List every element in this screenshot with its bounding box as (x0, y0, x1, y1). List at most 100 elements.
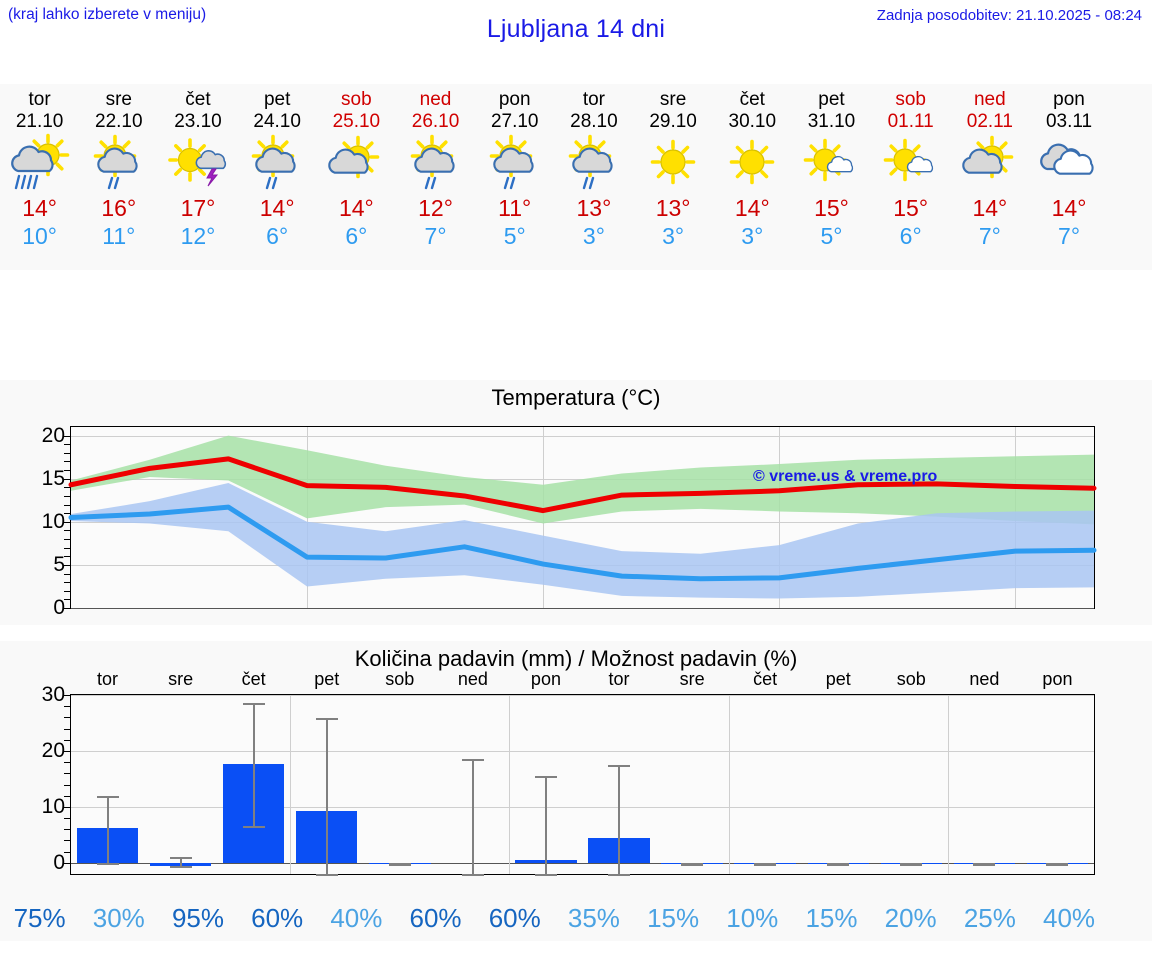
day-column[interactable]: sob 25.10 14° 6° (317, 84, 396, 270)
y-axis-tick (64, 728, 71, 730)
page-title: Ljubljana 14 dni (486, 15, 666, 43)
sun-cloud-drizzle-icon (400, 134, 472, 193)
precipitation-probability: 10% (726, 902, 779, 933)
precipitation-probability: 15% (805, 902, 858, 933)
day-date: 23.10 (174, 111, 222, 132)
day-temp-max: 14° (338, 195, 374, 221)
day-temp-max: 11° (498, 195, 532, 221)
precipitation-error-cap (608, 874, 631, 876)
day-temp-min: 6° (899, 223, 922, 249)
precipitation-probability: 40% (1043, 902, 1096, 933)
day-temp-min: 7° (1058, 223, 1081, 249)
precipitation-day-label: čet (753, 669, 778, 689)
vertical-gridline (779, 427, 781, 608)
y-axis-tick (64, 706, 71, 708)
day-column[interactable]: sob 01.11 15° 6° (871, 84, 950, 270)
precipitation-day-label: čet (241, 669, 266, 689)
temperature-range-band (71, 435, 1094, 525)
day-column[interactable]: čet 23.10 17° 12° (158, 84, 237, 270)
precipitation-day-label: pet (825, 669, 851, 689)
day-date: 30.10 (728, 111, 777, 132)
precipitation-probability: 60% (409, 902, 462, 933)
sun-small-cloud-icon (875, 135, 947, 193)
precipitation-day-label: pon (1042, 669, 1073, 689)
day-name: pet (263, 89, 291, 110)
day-column[interactable]: sre 22.10 16° 11° (79, 84, 158, 270)
sun-cloud-drizzle-icon (558, 134, 630, 193)
precipitation-error-bar (618, 764, 621, 874)
day-temp-max: 15° (814, 195, 849, 221)
precipitation-probability: 25% (963, 902, 1016, 933)
y-axis-tick (64, 530, 71, 532)
day-temp-min: 5° (503, 223, 526, 249)
y-axis-tick (64, 556, 71, 558)
precipitation-error-cap (96, 795, 119, 798)
day-temp-min: 10° (22, 223, 57, 249)
day-column[interactable]: pet 31.10 15° 5° (792, 84, 871, 270)
precipitation-error-cap (827, 863, 850, 866)
sun-cloud-drizzle-icon (479, 134, 551, 193)
gridline (71, 695, 1094, 696)
y-axis-tick (64, 862, 71, 864)
day-temp-max: 14° (1051, 195, 1087, 221)
day-name: ned (419, 89, 452, 110)
day-date: 03.11 (1045, 111, 1093, 132)
gridline (71, 862, 1094, 864)
day-temp-max: 14° (22, 195, 57, 221)
day-temp-min: 6° (345, 223, 368, 249)
y-axis-tick (64, 840, 71, 842)
temperature-plot-area: 0 5 10 15 20 (42, 424, 1097, 619)
last-updated: Zadnja posodobitev: 21.10.2025 - 08:24 (876, 7, 1142, 24)
y-axis-tick (64, 487, 71, 489)
precipitation-error-cap (388, 862, 411, 865)
day-temp-min: 6° (266, 223, 289, 249)
day-column[interactable]: ned 02.11 14° 7° (950, 84, 1029, 270)
precipitation-error-bar (252, 703, 255, 827)
day-column[interactable]: ned 26.10 12° 7° (396, 84, 475, 270)
precipitation-error-cap (242, 826, 265, 829)
precipitation-day-label: sre (168, 669, 194, 689)
y-axis-tick (64, 547, 71, 549)
day-column[interactable]: pon 03.11 14° 7° (1029, 84, 1108, 270)
precipitation-error-cap (461, 759, 484, 762)
day-column[interactable]: pet 24.10 14° 6° (238, 84, 317, 270)
day-column[interactable]: tor 21.10 14° 10° (0, 84, 79, 270)
day-name: tor (28, 89, 51, 110)
precipitation-plot-area: 0 10 20 30 tor sre čet pet sob ned pon tor sre čet pet… (42, 669, 1095, 876)
sun-cloud-thunder-icon (162, 135, 234, 193)
day-temp-max: 17° (180, 195, 216, 221)
day-temp-max: 14° (734, 195, 770, 221)
y-axis-tick (64, 762, 71, 764)
vertical-gridline (947, 695, 949, 874)
y-axis-tick (64, 573, 71, 575)
precipitation-probability: 30% (92, 902, 145, 933)
day-date: 29.10 (649, 111, 697, 132)
day-date: 26.10 (411, 111, 460, 132)
day-date: 21.10 (15, 111, 64, 132)
day-name: čet (739, 89, 765, 110)
sun-cloud-rain-icon (4, 133, 76, 193)
day-temp-max: 16° (101, 195, 137, 221)
precipitation-error-cap (900, 862, 923, 865)
menu-hint: (kraj lahko izberete v meniju) (8, 6, 207, 23)
day-column[interactable]: tor 28.10 13° 3° (554, 84, 633, 270)
y-axis-tick (64, 495, 71, 497)
temperature-chart: Temperatura (°C) 0 5 10 15 20 (0, 380, 1152, 625)
day-temp-min: 3° (582, 223, 605, 249)
precipitation-error-cap (169, 865, 192, 868)
precipitation-probability: 20% (884, 902, 937, 933)
day-column[interactable]: čet 30.10 14° 3° (713, 84, 792, 270)
day-column[interactable]: pon 27.10 11° 5° (475, 84, 554, 270)
precipitation-day-label: pon (530, 669, 561, 689)
precipitation-error-cap (96, 862, 119, 865)
precipitation-error-cap (754, 862, 777, 865)
temperature-chart-title: Temperatura (°C) (491, 385, 661, 410)
copyright-watermark: © vreme.us & vreme.pro (753, 468, 938, 485)
sun-cloud-drizzle-icon (83, 134, 155, 193)
y-axis-tick (64, 478, 71, 480)
y-axis-tick (64, 590, 71, 592)
precipitation-error-cap (973, 863, 996, 866)
day-name: sre (659, 89, 687, 110)
day-name: ned (973, 89, 1006, 110)
day-column[interactable]: sre 29.10 13° 3° (634, 84, 713, 270)
